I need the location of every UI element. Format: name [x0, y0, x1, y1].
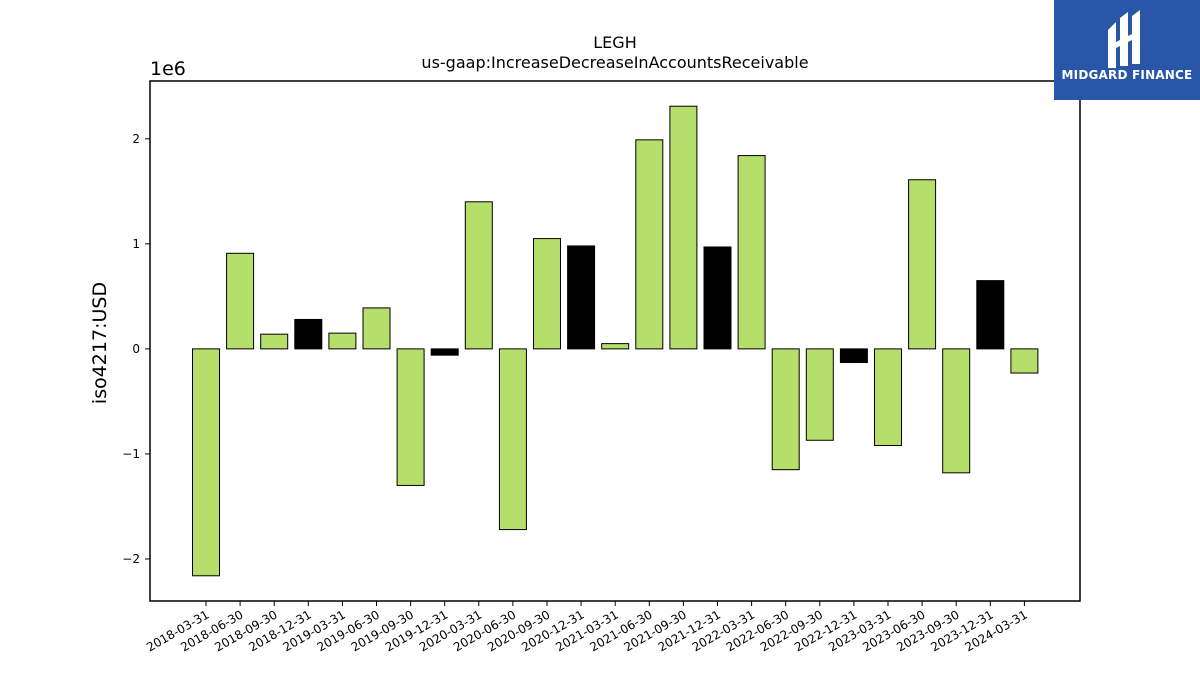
bar-2018-12-31: [294, 318, 323, 350]
bar-2018-03-31: [192, 348, 220, 577]
bar-2019-06-30: [362, 307, 391, 350]
bar-2024-03-31: [1010, 348, 1039, 374]
bar-2023-09-30: [942, 348, 971, 474]
bar-2020-09-30: [533, 238, 561, 350]
bar-2021-12-31: [703, 246, 732, 350]
bar-2022-06-30: [771, 348, 800, 471]
bar-2023-03-31: [874, 348, 902, 447]
bar-2020-06-30: [498, 348, 527, 531]
y-tick-label: 1: [132, 237, 140, 251]
bar-2019-09-30: [396, 348, 425, 486]
bar-2021-09-30: [669, 105, 698, 350]
bar-2019-03-31: [328, 332, 357, 350]
bar-2021-06-30: [635, 139, 664, 350]
bar-2023-12-31: [976, 280, 1005, 350]
bar-2022-12-31: [839, 348, 868, 364]
bar-2019-12-31: [430, 348, 459, 356]
bar-2020-03-31: [464, 201, 493, 350]
bar-2023-06-30: [908, 179, 937, 350]
y-tick-label: −2: [122, 552, 140, 566]
bar-2018-09-30: [260, 333, 289, 350]
bar-2020-12-31: [567, 245, 596, 350]
y-axis-label: iso4217:USD: [89, 282, 111, 404]
bar-2022-09-30: [805, 348, 834, 441]
bars-group: [192, 105, 1039, 577]
chart-title: LEGH: [593, 33, 636, 52]
y-tick-label: 2: [132, 132, 140, 146]
y-tick-label: −1: [122, 447, 140, 461]
y-axis-multiplier: 1e6: [150, 58, 186, 80]
logo-text: MIDGARD FINANCE: [1061, 68, 1193, 82]
midgard-finance-logo: MIDGARD FINANCE: [1054, 0, 1200, 100]
plot-frame: [149, 80, 1081, 602]
midgard-logo-icon: [1108, 10, 1140, 68]
bar-2018-06-30: [226, 252, 255, 350]
chart-subtitle: us-gaap:IncreaseDecreaseInAccountsReceiv…: [421, 53, 808, 72]
y-tick-label: 0: [132, 342, 140, 356]
bar-2022-03-31: [737, 155, 766, 350]
bar-2021-03-31: [601, 343, 630, 350]
